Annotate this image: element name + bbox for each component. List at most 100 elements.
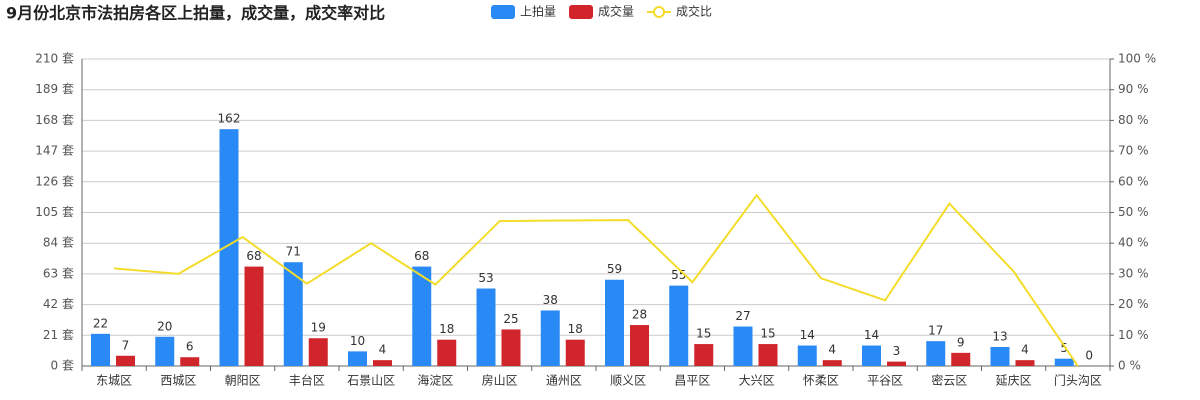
bar-value-label: 4: [828, 343, 836, 357]
y-tick-label: 105 套: [35, 205, 74, 219]
bar: [862, 345, 881, 366]
bar-value-label: 71: [286, 245, 301, 259]
bar-value-label: 4: [1021, 343, 1029, 357]
y-tick-label: 21 套: [43, 328, 74, 342]
bar: [476, 288, 496, 366]
bar: [116, 355, 135, 366]
y2-tick-label: 80 %: [1118, 113, 1149, 127]
bar-value-label: 4: [379, 343, 387, 357]
legend-label: 成交量: [598, 4, 634, 19]
bar: [219, 129, 239, 366]
bar: [990, 346, 1010, 366]
x-tick-label: 朝阳区: [225, 374, 261, 388]
bar-value-label: 25: [503, 312, 518, 326]
y2-tick-label: 20 %: [1118, 297, 1149, 311]
bar-value-label: 14: [800, 328, 815, 342]
bar: [244, 266, 264, 366]
bar-value-label: 13: [992, 329, 1007, 343]
bar: [437, 339, 457, 366]
bar-value-label: 7: [122, 338, 130, 352]
x-tick-label: 石景山区: [347, 374, 395, 388]
bar-value-label: 9: [957, 335, 965, 349]
bar: [91, 333, 110, 366]
x-tick-label: 平谷区: [867, 374, 903, 388]
x-tick-label: 西城区: [160, 374, 196, 388]
bar: [501, 329, 521, 366]
x-tick-label: 昌平区: [674, 374, 710, 388]
bar: [926, 341, 946, 366]
bar: [283, 262, 303, 366]
bar: [733, 326, 753, 366]
legend-label: 成交比: [676, 4, 712, 19]
legend-swatch: [653, 6, 665, 18]
bar-value-label: 15: [760, 327, 775, 341]
bar-value-label: 68: [414, 249, 429, 263]
bar: [155, 336, 175, 366]
bar: [308, 338, 328, 366]
x-tick-label: 怀柔区: [803, 374, 839, 388]
x-tick-label: 密云区: [931, 373, 967, 388]
y2-tick-label: 50 %: [1118, 205, 1149, 219]
y2-tick-label: 0 %: [1118, 359, 1141, 373]
bar-value-label: 68: [246, 249, 261, 263]
line: [114, 193, 1079, 367]
bar-value-label: 18: [568, 322, 583, 336]
bar: [565, 339, 585, 366]
bar-value-label: 19: [311, 321, 326, 335]
bar: [1054, 358, 1074, 366]
x-tick-label: 大兴区: [739, 374, 775, 388]
bar-value-label: 3: [893, 344, 901, 358]
x-tick-label: 丰台区: [289, 373, 325, 388]
bar-value-label: 18: [439, 322, 454, 336]
y-tick-label: 0 套: [51, 359, 74, 373]
x-tick-label: 海淀区: [417, 373, 453, 388]
chart-title: 9月份北京市法拍房各区上拍量，成交量，成交率对比: [6, 4, 385, 23]
x-tick-label: 通州区: [546, 374, 582, 388]
bar: [1015, 360, 1035, 366]
x-tick-label: 东城区: [96, 374, 132, 388]
y-tick-label: 84 套: [43, 236, 74, 250]
bar: [605, 279, 624, 366]
bar-value-label: 22: [93, 316, 108, 330]
bar: [887, 361, 906, 366]
bar: [758, 344, 778, 366]
y2-tick-label: 40 %: [1118, 236, 1149, 250]
x-tick-label: 房山区: [482, 373, 518, 388]
bar-value-label: 20: [157, 319, 172, 333]
y2-tick-label: 90 %: [1118, 82, 1149, 96]
bar-value-label: 38: [543, 293, 558, 307]
bar-value-label: 14: [864, 328, 879, 342]
bar: [540, 310, 560, 366]
y2-tick-label: 100 %: [1118, 52, 1156, 66]
y-tick-label: 42 套: [43, 297, 74, 311]
bar: [951, 352, 971, 366]
bar-value-label: 59: [607, 262, 622, 276]
x-tick-label: 门头沟区: [1054, 373, 1102, 388]
bar: [694, 344, 714, 366]
bar: [630, 325, 649, 366]
bar-value-label: 28: [632, 308, 647, 322]
legend-swatch: [491, 5, 515, 19]
y-tick-label: 126 套: [35, 174, 74, 188]
bar-value-label: 10: [350, 334, 365, 348]
legend-label: 上拍量: [520, 4, 556, 19]
bar: [412, 266, 432, 366]
y-tick-label: 147 套: [35, 144, 74, 158]
x-tick-label: 延庆区: [996, 374, 1032, 388]
bar-value-label: 6: [186, 340, 194, 354]
bar-value-label: 5: [1060, 341, 1068, 355]
y-tick-label: 189 套: [35, 82, 74, 96]
bar-value-label: 17: [928, 324, 943, 338]
y2-tick-label: 60 %: [1118, 174, 1149, 188]
x-tick-label: 顺义区: [610, 374, 646, 388]
bar: [669, 285, 689, 366]
y-tick-label: 210 套: [35, 52, 74, 66]
bar-value-label: 27: [735, 309, 750, 323]
legend-swatch: [569, 5, 593, 19]
bar: [797, 345, 817, 366]
bar-value-label: 162: [218, 112, 241, 126]
bar: [348, 351, 367, 366]
y2-tick-label: 30 %: [1118, 266, 1149, 280]
bar-value-label: 0: [1085, 349, 1093, 363]
